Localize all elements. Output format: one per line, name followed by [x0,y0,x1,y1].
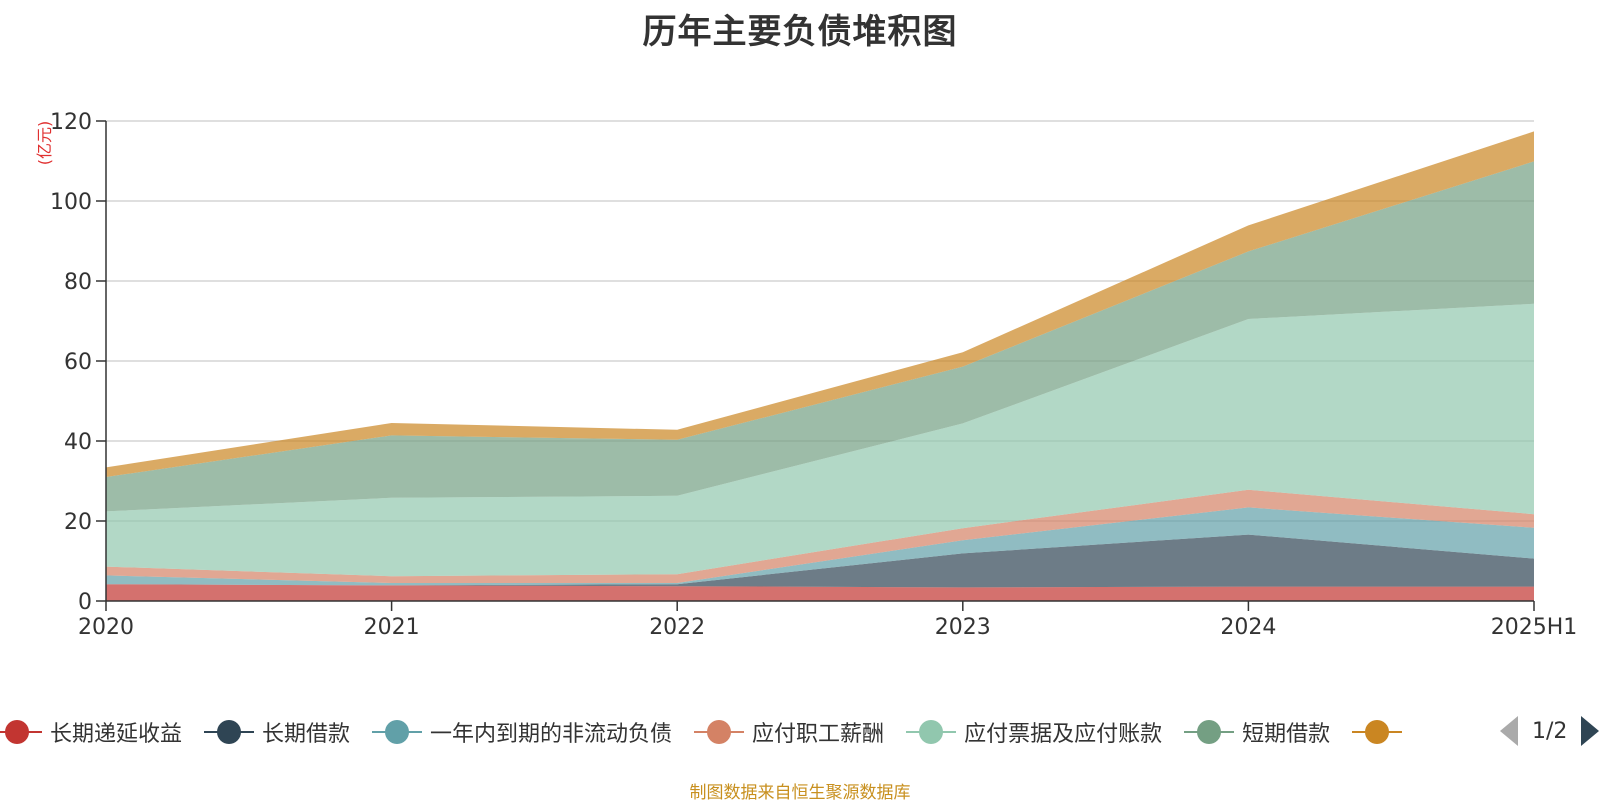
area-series-5[interactable] [106,161,1534,512]
area-series-0[interactable] [106,584,1534,601]
x-tick-label: 2023 [935,615,991,640]
legend-item-5[interactable]: 短期借款 [1184,716,1330,748]
data-source-note: 制图数据来自恒生聚源数据库 [689,783,911,803]
legend-label: 长期递延收益 [50,722,183,747]
stacked-area-chart: 0 20 40 60 80 100 120 2020 2021 2022 2023 2024 2025H… [35,110,1578,640]
legend-next-page-icon[interactable] [1581,716,1600,746]
y-tick-label: 60 [64,350,92,375]
y-axis-unit-label: (亿元) [35,121,54,166]
area-series-2[interactable] [106,507,1534,586]
legend-prev-page-icon[interactable] [1500,716,1518,746]
legend-item-1[interactable]: 长期借款 [204,716,350,748]
legend-item-6[interactable] [1352,717,1410,747]
legend-label: 应付职工薪酬 [752,722,885,747]
legend-item-3[interactable]: 应付职工薪酬 [694,716,884,748]
legend-marker-icon [906,717,957,747]
y-tick-label: 0 [78,590,92,615]
legend-pager: 1/2 [1500,716,1600,746]
y-tick-label: 40 [64,430,92,455]
legend-marker-icon [372,717,423,747]
legend-marker-icon [1352,717,1403,747]
legend: 长期递延收益 长期借款 一年内到期的非流动负债 应付职工薪酬 应付票据及应付账款 短期借款 [0,712,1600,752]
x-tick-label: 2024 [1220,615,1276,640]
y-tick-label: 20 [64,510,92,535]
legend-marker-icon [204,717,255,747]
legend-item-4[interactable]: 应付票据及应付账款 [906,716,1162,748]
legend-label: 应付票据及应付账款 [964,722,1163,747]
y-tick-label: 120 [50,110,92,135]
legend-marker-icon [1184,717,1235,747]
chart-title: 历年主要负债堆积图 [642,12,958,52]
legend-label: 一年内到期的非流动负债 [430,722,673,747]
x-tick-label: 2022 [649,615,705,640]
y-tick-label: 100 [50,190,92,215]
area-series-4[interactable] [106,303,1534,577]
x-tick-label: 2020 [78,615,134,640]
legend-marker-icon [694,717,745,747]
legend-item-2[interactable]: 一年内到期的非流动负债 [372,716,672,748]
x-tick-label: 2025H1 [1491,615,1578,640]
area-series-3[interactable] [106,489,1534,583]
legend-label: 长期借款 [262,722,351,747]
y-tick-label: 80 [64,270,92,295]
x-tick-label: 2021 [364,615,420,640]
legend-item-0[interactable]: 长期递延收益 [0,716,182,748]
legend-page-indicator: 1/2 [1532,718,1568,744]
area-series-1[interactable] [106,534,1534,588]
legend-marker-icon [0,717,42,747]
legend-label: 短期借款 [1242,722,1331,747]
